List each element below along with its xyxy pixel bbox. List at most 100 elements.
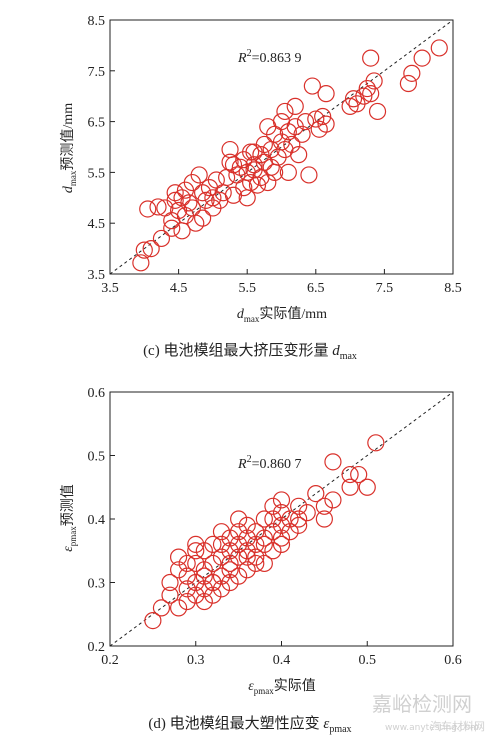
y-axis-sub-d: pmax (68, 526, 78, 546)
data-point (212, 567, 231, 585)
r2-letter-c: R (237, 51, 247, 66)
data-point (315, 497, 333, 515)
data-point (262, 158, 280, 176)
data-point (212, 523, 231, 541)
data-point (238, 516, 256, 534)
x-tick-label: 0.5 (359, 653, 377, 668)
data-point (248, 176, 267, 194)
data-point (142, 240, 160, 258)
y-tick-label: 3.5 (88, 268, 106, 283)
data-point (264, 542, 282, 560)
points-d (144, 434, 385, 630)
caption-d-sub: pmax (329, 724, 351, 735)
data-point (230, 523, 248, 541)
r2-letter-d: R (237, 457, 247, 472)
data-point (264, 497, 282, 515)
y-axis-label-d: εpmax预测值 (60, 484, 78, 552)
data-point (204, 189, 222, 207)
data-point (341, 465, 359, 484)
data-point (290, 516, 308, 534)
data-point (344, 90, 363, 108)
data-point (255, 554, 273, 573)
y-axis-var-d: ε (61, 546, 76, 552)
reference-line-d (110, 392, 453, 646)
data-point (286, 97, 304, 115)
data-point (230, 567, 248, 585)
data-point (230, 510, 248, 528)
reference-line-c (110, 20, 453, 274)
x-axis-var-c: d (237, 307, 245, 322)
x-tick-label: 7.5 (376, 281, 394, 296)
data-point (195, 561, 213, 579)
r2-annotation-c: R2=0.863 9 (237, 48, 301, 66)
x-axis-text-c: 实际值/mm (259, 306, 327, 322)
y-tick-label: 8.5 (88, 14, 106, 29)
data-point (238, 529, 256, 547)
data-point (238, 561, 256, 579)
data-point (163, 219, 181, 237)
data-point (204, 535, 222, 554)
data-point (315, 510, 333, 528)
data-point (195, 542, 213, 560)
x-tick-label: 4.5 (170, 281, 188, 296)
x-tick-label: 0.2 (101, 653, 119, 668)
x-axis-var-d: ε (248, 679, 254, 694)
watermark-sub: www.anytesting.com (385, 723, 479, 733)
watermark: 嘉峪检测网 www.anytesting.com 汽车材料网 (372, 692, 485, 733)
data-point (152, 599, 171, 617)
data-point (272, 504, 291, 522)
data-point (187, 554, 205, 573)
data-point (272, 491, 291, 509)
data-point (144, 611, 162, 630)
data-point (224, 156, 243, 174)
x-tick-label: 6.5 (307, 281, 325, 296)
data-point (135, 241, 153, 259)
data-point (212, 535, 231, 554)
watermark-sub2: 汽车材料网 (430, 719, 485, 733)
data-point (180, 194, 198, 212)
data-point (170, 548, 188, 566)
data-point (255, 529, 273, 547)
caption-d: (d) 电池模组最大塑性应变 εpmax (148, 714, 351, 735)
data-point (238, 542, 256, 560)
data-point (399, 74, 418, 93)
r2-annotation-d: R2=0.860 7 (237, 454, 301, 472)
data-point (341, 478, 359, 496)
data-point (303, 77, 321, 95)
y-tick-label: 0.6 (88, 386, 106, 401)
data-point (272, 535, 291, 554)
y-axis-label-c: dmax预测值/mm (60, 103, 78, 193)
x-axis-label-d: εpmax实际值 (248, 678, 316, 696)
y-tick-label: 6.5 (88, 116, 106, 131)
data-point (281, 510, 299, 528)
data-point (255, 535, 273, 554)
data-point (367, 434, 385, 452)
data-point (341, 97, 359, 115)
data-point (317, 115, 335, 133)
data-point (187, 586, 205, 604)
data-point (221, 140, 239, 159)
data-point (195, 567, 213, 585)
y-tick-label: 0.2 (88, 640, 106, 655)
data-point (156, 199, 174, 217)
data-point (247, 523, 265, 541)
y-axis-sub-c: max (68, 170, 78, 186)
data-point (221, 542, 239, 560)
data-point (221, 554, 239, 573)
x-tick-label: 0.4 (273, 653, 291, 668)
data-point (317, 85, 335, 103)
caption-c-sub: max (340, 351, 357, 362)
data-point (195, 592, 213, 611)
y-tick-label: 0.3 (88, 577, 106, 592)
r2-superscript-d: 2 (247, 454, 252, 465)
data-point (139, 200, 157, 218)
data-point (290, 497, 308, 515)
data-point (324, 491, 342, 509)
data-point (300, 166, 318, 184)
data-point (242, 173, 260, 192)
data-point (247, 554, 265, 573)
chart-c: 3.5 4.5 5.5 6.5 7.5 8.5 3.5 4.5 5.5 6.5 7.5 8.5 R2=… (60, 14, 462, 362)
data-point (178, 592, 196, 611)
data-point (178, 554, 196, 573)
ticks-d: 0.2 0.3 0.4 0.5 0.6 0.2 0.3 0.4 0.5 0.6 (88, 386, 462, 668)
